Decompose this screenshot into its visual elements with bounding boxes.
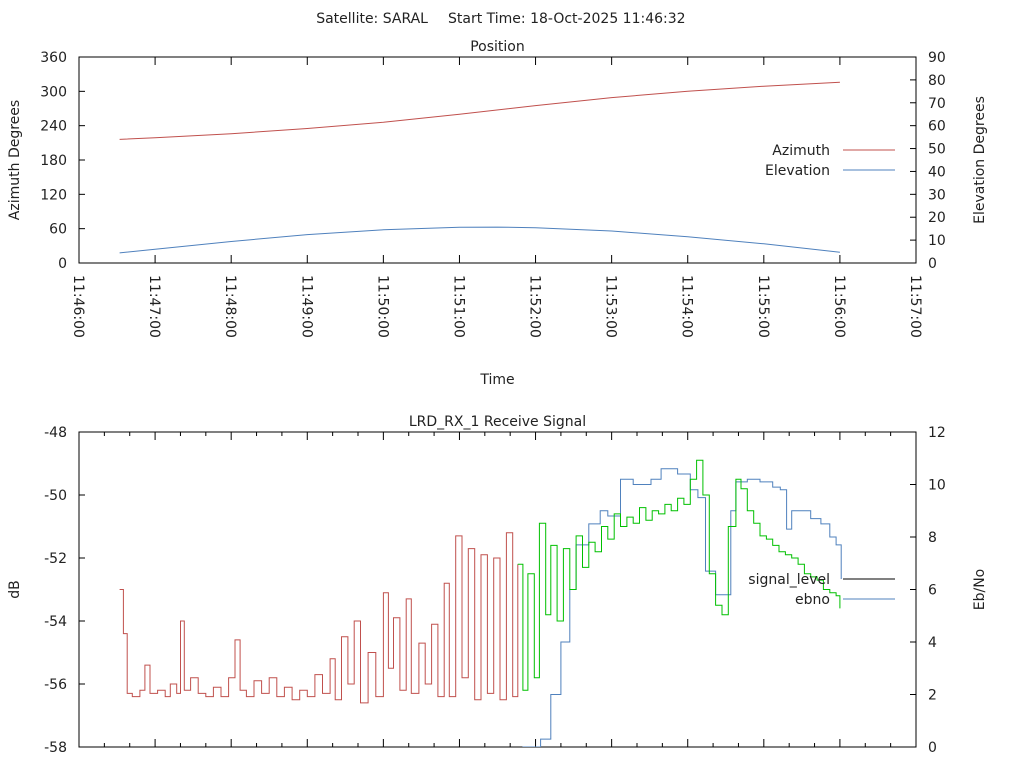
x-tick-label: 11:52:00 (527, 275, 543, 338)
y2-tick-label: 40 (928, 164, 946, 180)
y-tick-label: -50 (44, 488, 67, 504)
x-tick-label: 11:56:00 (831, 275, 847, 338)
y-tick-label: -52 (44, 551, 67, 567)
legend-label: ebno (795, 592, 830, 608)
y-tick-label: -56 (44, 677, 67, 693)
y2-tick-label: 10 (928, 233, 946, 249)
y-tick-label: 180 (40, 153, 67, 169)
x-tick-label: 11:46:00 (70, 275, 86, 338)
y2-tick-label: 30 (928, 187, 946, 203)
y-tick-label: 60 (49, 222, 67, 238)
y-axis-label: Azimuth Degrees (7, 100, 23, 220)
y2-tick-label: 2 (928, 688, 937, 704)
plot-border (78, 431, 917, 748)
plot-area (119, 459, 842, 747)
x-tick-label: 11:50:00 (374, 275, 390, 338)
y2-tick-label: 4 (928, 635, 937, 651)
y2-tick-label: 70 (928, 96, 946, 112)
y-tick-label: 0 (58, 256, 67, 272)
x-tick-label: 11:49:00 (298, 275, 314, 338)
elevation-line (119, 226, 840, 254)
y-tick-label: 360 (40, 50, 67, 66)
legend-label: Azimuth (772, 143, 830, 159)
position-chart: 0 60 120 180 240 300 360 0 10 20 30 40 50 60 70 80 90 Pos… (7, 39, 988, 388)
x-tick-label: 11:53:00 (603, 275, 619, 338)
x-tick-label: 11:57:00 (907, 275, 923, 338)
y2-tick-label: 50 (928, 142, 946, 158)
y-tick-label: 300 (40, 84, 67, 100)
y2-tick-label: 20 (928, 210, 946, 226)
chart-title: Position (470, 39, 525, 55)
signal-level-line-locked (517, 459, 841, 691)
y-tick-label: -54 (44, 614, 67, 630)
receive-signal-chart: -58 -56 -54 -52 -50 -48 0 2 4 6 8 10 12 LRD_RX_1 Rece… (7, 414, 988, 756)
y2-axis-label: Elevation Degrees (972, 96, 988, 224)
y2-tick-label: 8 (928, 530, 937, 546)
y-tick-label: -58 (44, 740, 67, 756)
y2-tick-label: 6 (928, 583, 937, 599)
x-tick-label: 11:51:00 (450, 275, 466, 338)
y2-tick-label: 12 (928, 425, 946, 441)
y2-axis-label: Eb/No (972, 569, 988, 611)
y2-tick-label: 80 (928, 73, 946, 89)
y2-tick-label: 0 (928, 740, 937, 756)
y-tick-label: 240 (40, 119, 67, 135)
y-axis-label: dB (7, 580, 23, 599)
y2-tick-label: 10 (928, 478, 946, 494)
azimuth-line (119, 81, 840, 140)
x-tick-label: 11:54:00 (679, 275, 695, 338)
y-tick-label: 120 (40, 187, 67, 203)
y-tick-label: -48 (44, 425, 67, 441)
header-start-time: Start Time: 18-Oct-2025 11:46:32 (448, 11, 686, 27)
y2-tick-label: 0 (928, 256, 937, 272)
legend-label: signal_level (748, 572, 830, 588)
x-tick-label: 11:55:00 (755, 275, 771, 338)
y2-tick-label: 90 (928, 50, 946, 66)
plot-border (78, 56, 917, 264)
x-axis-label: Time (479, 372, 514, 388)
x-tick-label: 11:47:00 (146, 275, 162, 338)
y2-tick-label: 60 (928, 119, 946, 135)
signal-level-line-unlocked (119, 532, 519, 704)
chart-title: LRD_RX_1 Receive Signal (409, 414, 586, 430)
x-tick-label: 11:48:00 (222, 275, 238, 338)
legend-label: Elevation (765, 163, 830, 179)
header-satellite: Satellite: SARAL (316, 11, 428, 27)
